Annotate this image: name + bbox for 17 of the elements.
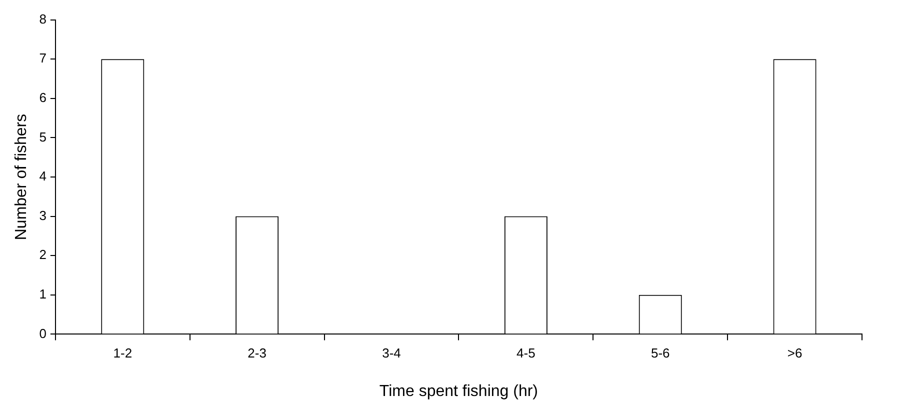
x-tick-label: 3-4 <box>382 346 401 361</box>
y-tick-label: 4 <box>39 168 46 184</box>
x-tick-label: 2-3 <box>248 346 266 361</box>
y-axis-title: Number of fishers <box>13 114 30 240</box>
x-tick-label: >6 <box>787 346 802 361</box>
y-tick-label: 6 <box>39 90 46 105</box>
x-tick-label: 1-2 <box>113 346 132 361</box>
y-tick-label: 7 <box>39 50 46 66</box>
y-tick-label: 2 <box>39 247 46 262</box>
x-axis-title: Time spent fishing (hr) <box>379 382 538 400</box>
y-tick-label: 5 <box>39 129 46 144</box>
y-tick-label: 3 <box>39 208 46 223</box>
x-tick-label: 4-5 <box>516 346 536 361</box>
y-tick-label: 8 <box>39 11 46 26</box>
y-tick-label: 1 <box>39 286 46 302</box>
y-tick-label: 0 <box>39 326 46 341</box>
x-tick-label: 5-6 <box>650 346 670 361</box>
